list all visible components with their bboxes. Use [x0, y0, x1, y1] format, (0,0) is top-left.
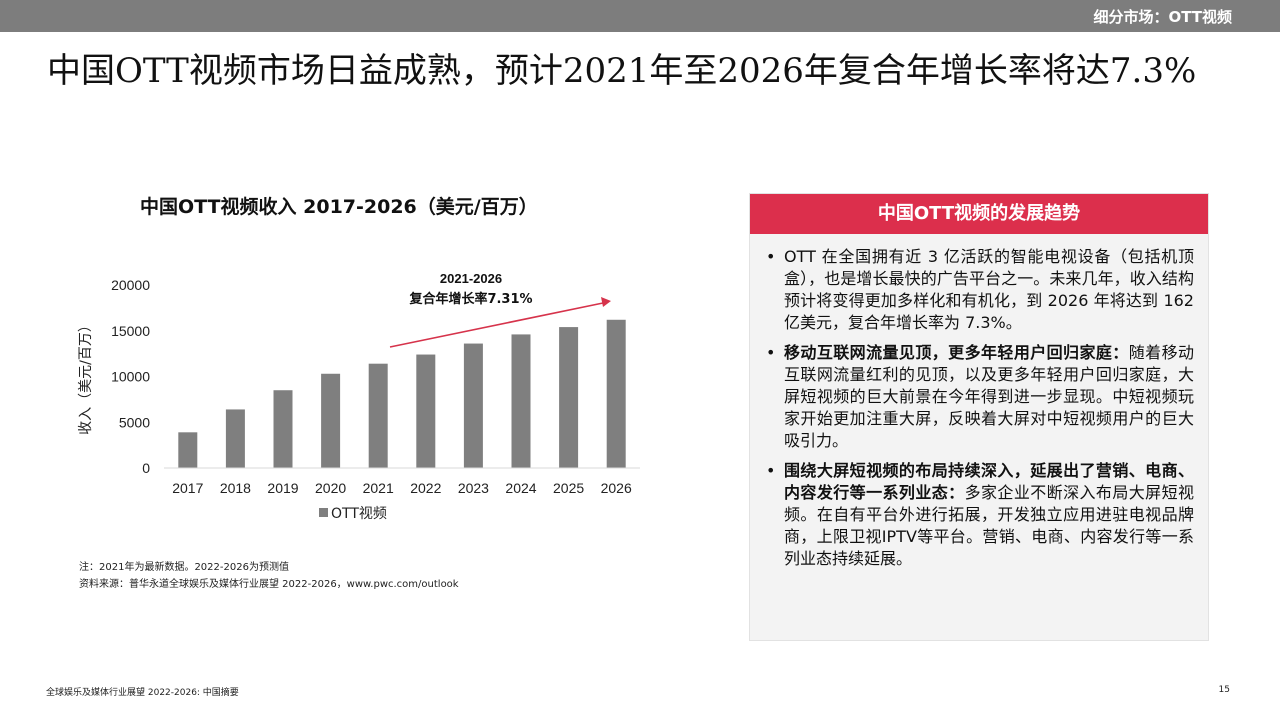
- chart-source: 资料来源：普华永道全球娱乐及媒体行业展望 2022-2026，www.pwc.c…: [79, 579, 459, 590]
- x-tick-label: 2018: [220, 480, 251, 496]
- bar: [273, 390, 293, 468]
- trend-item-text: 随着移动互联网流量红利的见顶，以及更多年轻用户回归家庭，大屏短视频的巨大前景在今…: [784, 343, 1194, 450]
- trend-item: OTT 在全国拥有近 3 亿活跃的智能电视设备（包括机顶盒），也是增长最快的广告…: [762, 246, 1194, 334]
- trend-list: OTT 在全国拥有近 3 亿活跃的智能电视设备（包括机顶盒），也是增长最快的广告…: [750, 234, 1208, 570]
- trends-panel: 中国OTT视频的发展趋势 OTT 在全国拥有近 3 亿活跃的智能电视设备（包括机…: [749, 193, 1209, 641]
- bar: [463, 343, 483, 468]
- footer-text: 全球娱乐及媒体行业展望 2022-2026: 中国摘要: [46, 688, 239, 698]
- trend-item: 移动互联网流量见顶，更多年轻用户回归家庭：随着移动互联网流量红利的见顶，以及更多…: [762, 342, 1194, 452]
- y-tick-label: 0: [142, 460, 150, 476]
- annotation-cagr: 复合年增长率7.31%: [408, 291, 532, 307]
- x-tick-label: 2017: [172, 480, 203, 496]
- bar-chart: 0 5000 10000 15000 20000 收入（美元/百万） 2017 2018 201…: [78, 271, 640, 522]
- y-tick-label: 10000: [111, 369, 150, 385]
- trend-item-text: OTT 在全国拥有近 3 亿活跃的智能电视设备（包括机顶盒），也是增长最快的广告…: [784, 247, 1194, 332]
- page-title: 中国OTT视频市场日益成熟，预计2021年至2026年复合年增长率将达7.3%: [47, 51, 1197, 91]
- trend-arrow-head: [601, 297, 611, 307]
- x-tick-label: 2021: [363, 480, 394, 496]
- bar: [225, 409, 245, 468]
- bar: [511, 334, 531, 468]
- x-tick-label: 2026: [601, 480, 632, 496]
- legend-label: OTT视频: [331, 506, 387, 522]
- y-tick-label: 15000: [111, 323, 150, 339]
- x-tick-label: 2025: [553, 480, 584, 496]
- bar: [178, 432, 198, 468]
- bar: [606, 319, 626, 468]
- bar: [321, 373, 341, 468]
- x-tick-label: 2024: [505, 480, 536, 496]
- x-tick-label: 2023: [458, 480, 489, 496]
- trend-item-lead: 围绕大屏短视频的布局持续深入，延展出了营销、电商、内容发行等一系列业态：: [784, 461, 1194, 502]
- bar: [559, 327, 579, 468]
- trend-item-text: 多家企业不断深入布局大屏短视频。在自有平台外进行拓展，开发独立应用进驻电视品牌商…: [784, 483, 1194, 568]
- x-tick-label: 2022: [410, 480, 441, 496]
- section-label: 细分市场：OTT视频: [1093, 8, 1232, 26]
- legend-swatch: [319, 508, 328, 517]
- y-axis-label: 收入（美元/百万）: [78, 318, 94, 435]
- annotation-period: 2021-2026: [440, 271, 502, 286]
- trend-arrow-line: [389, 302, 604, 348]
- trend-item-lead: 移动互联网流量见顶，更多年轻用户回归家庭：: [784, 343, 1129, 362]
- chart-note: 注：2021年为最新数据。2022-2026为预测值: [79, 562, 289, 573]
- y-tick-label: 20000: [111, 277, 150, 293]
- panel-title: 中国OTT视频的发展趋势: [750, 194, 1208, 234]
- page-number: 15: [1218, 685, 1230, 695]
- x-tick-label: 2019: [267, 480, 298, 496]
- top-bar: 细分市场：OTT视频: [0, 0, 1280, 32]
- chart-title: 中国OTT视频收入 2017-2026（美元/百万）: [140, 196, 538, 218]
- x-tick-label: 2020: [315, 480, 346, 496]
- y-tick-label: 5000: [119, 414, 150, 430]
- bar: [416, 354, 436, 468]
- trend-item: 围绕大屏短视频的布局持续深入，延展出了营销、电商、内容发行等一系列业态：多家企业…: [762, 460, 1194, 570]
- bar: [368, 363, 388, 468]
